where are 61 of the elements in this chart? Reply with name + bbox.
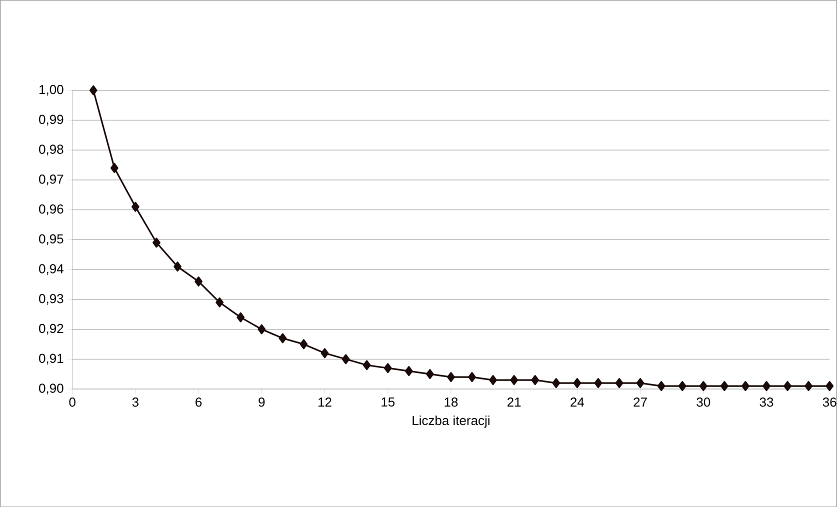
point [194, 276, 202, 286]
point [678, 380, 686, 391]
x-axis-title: Liczba iteracji [412, 415, 490, 428]
x-tick-label: 21 [508, 397, 521, 406]
point [826, 380, 834, 391]
point [742, 380, 750, 391]
point [236, 312, 245, 322]
point [110, 162, 118, 173]
point [489, 374, 497, 385]
point [320, 348, 329, 358]
point [152, 238, 160, 248]
x-tick-label: 15 [382, 397, 395, 406]
y-tick-label: 0,95 [39, 234, 64, 245]
point [342, 354, 350, 364]
point [784, 380, 792, 391]
point [531, 374, 540, 385]
point [300, 339, 308, 350]
point [699, 380, 708, 391]
y-tick-label: 1,00 [40, 84, 64, 96]
y-tick-label: 0,99 [39, 114, 64, 126]
point [258, 324, 266, 334]
x-tick-label: 9 [258, 397, 265, 407]
point [278, 333, 287, 344]
point [804, 380, 813, 391]
x-tick-label: 18 [444, 397, 458, 407]
point [762, 380, 770, 391]
point [426, 368, 434, 379]
x-tick-label: 0 [69, 397, 76, 407]
point [615, 378, 624, 388]
point [132, 202, 140, 212]
x-tick-label: 33 [760, 397, 774, 407]
y-tick-label: 0,91 [39, 354, 64, 364]
y-tick-label: 0,94 [39, 264, 64, 275]
y-tick-label: 0,96 [39, 204, 64, 216]
point [552, 378, 560, 388]
point [657, 380, 666, 391]
x-tick-label: 12 [318, 397, 332, 406]
x-tick-label: 27 [634, 397, 647, 406]
point [384, 362, 392, 373]
point [404, 366, 413, 376]
x-tick-label: 36 [822, 397, 836, 407]
y-tick-label: 0,92 [39, 324, 64, 334]
point [594, 378, 602, 388]
point [174, 261, 182, 272]
point [510, 374, 518, 385]
y-tick-label: 0,97 [39, 174, 64, 186]
y-tick-label: 0,98 [39, 144, 64, 156]
y-tick-label: 0,93 [39, 294, 64, 305]
x-tick-label: 24 [570, 397, 584, 406]
point [636, 378, 644, 388]
x-tick-label: 30 [696, 397, 710, 407]
point [720, 380, 728, 391]
point [89, 85, 98, 96]
point [362, 360, 371, 370]
point [573, 378, 582, 388]
point [447, 372, 455, 382]
x-tick-label: 3 [132, 397, 138, 407]
x-tick-label: 6 [196, 397, 202, 407]
y-tick-label: 0,90 [39, 384, 64, 394]
point [468, 372, 476, 382]
point [216, 297, 224, 308]
